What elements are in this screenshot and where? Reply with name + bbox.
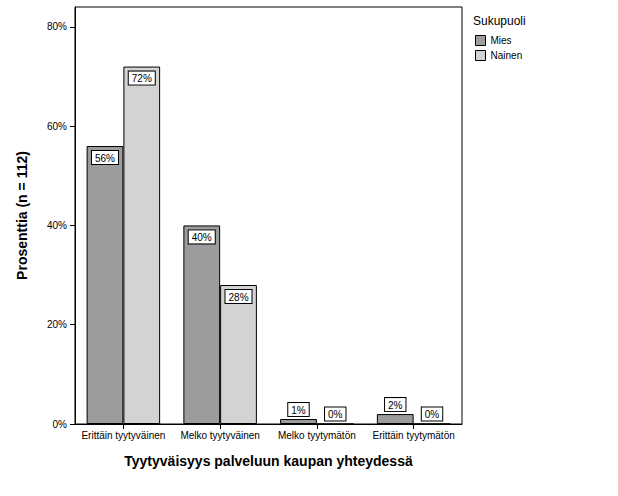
- svg-text:1%: 1%: [291, 405, 306, 416]
- svg-text:72%: 72%: [132, 73, 152, 84]
- svg-text:0%: 0%: [328, 409, 343, 420]
- svg-text:20%: 20%: [47, 319, 67, 330]
- svg-text:Prosenttia (n = 112): Prosenttia (n = 112): [14, 151, 30, 280]
- svg-text:Erittäin tyytyväinen: Erittäin tyytyväinen: [81, 430, 165, 441]
- svg-text:40%: 40%: [192, 232, 212, 243]
- svg-text:Melko tyytyväinen: Melko tyytyväinen: [180, 430, 259, 441]
- svg-text:2%: 2%: [388, 400, 403, 411]
- svg-text:56%: 56%: [95, 153, 115, 164]
- svg-text:80%: 80%: [47, 21, 67, 32]
- svg-text:Nainen: Nainen: [491, 50, 523, 61]
- svg-text:Erittäin tyytymätön: Erittäin tyytymätön: [372, 430, 454, 441]
- svg-text:Tyytyväisyys palveluun kaupan: Tyytyväisyys palveluun kaupan yhteydessä: [124, 453, 413, 469]
- svg-text:0%: 0%: [425, 409, 440, 420]
- svg-text:Mies: Mies: [491, 35, 512, 46]
- svg-text:60%: 60%: [47, 121, 67, 132]
- svg-text:Sukupuoli: Sukupuoli: [473, 14, 526, 28]
- svg-text:40%: 40%: [47, 220, 67, 231]
- svg-text:28%: 28%: [228, 292, 248, 303]
- svg-text:0%: 0%: [53, 419, 68, 430]
- svg-text:Melko tyytymätön: Melko tyytymätön: [278, 430, 356, 441]
